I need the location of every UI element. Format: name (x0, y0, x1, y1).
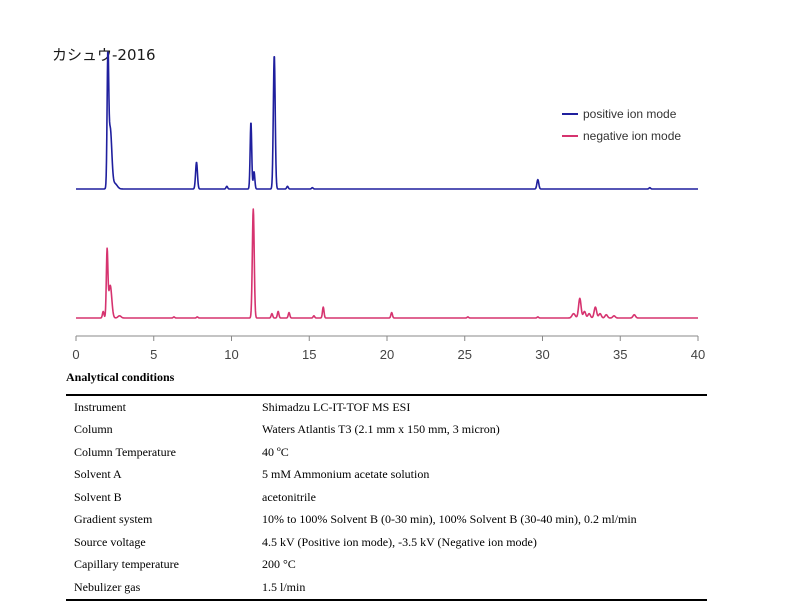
condition-parameter: Instrument (74, 399, 126, 414)
table-row: Source voltage 4.5 kV (Positive ion mode)… (66, 531, 707, 554)
x-axis-ticks: 0 5 10 15 20 25 30 35 40 (72, 336, 705, 362)
condition-value: 200 °C (262, 557, 296, 572)
condition-parameter: Solvent B (74, 489, 122, 504)
condition-parameter: Source voltage (74, 534, 146, 549)
chromatogram-chart: カシュウ-2016 positive ion mode negative ion… (52, 46, 705, 362)
legend-label-positive: positive ion mode (583, 107, 677, 121)
condition-parameter: Capillary temperature (74, 557, 179, 572)
legend: positive ion mode negative ion mode (562, 107, 681, 143)
negative-ion-trace (75, 208, 699, 319)
table-row: Solvent B acetonitrile (66, 486, 707, 509)
condition-parameter: Column (74, 422, 113, 437)
condition-value: 10% to 100% Solvent B (0-30 min), 100% S… (262, 512, 637, 527)
x-tick-label: 25 (458, 347, 472, 362)
condition-value: 4.5 kV (Positive ion mode), -3.5 kV (Neg… (262, 534, 537, 549)
condition-parameter: Column Temperature (74, 444, 176, 459)
conditions-table: Instrument Shimadzu LC-IT-TOF MS ESI Colum… (66, 394, 707, 601)
x-tick-label: 0 (72, 347, 79, 362)
table-row: Column Waters Atlantis T3 (2.1 mm x 150 m… (66, 419, 707, 442)
x-tick-label: 35 (613, 347, 627, 362)
x-tick-label: 40 (691, 347, 705, 362)
condition-value: acetonitrile (262, 489, 316, 504)
x-tick-label: 5 (150, 347, 157, 362)
condition-value: Waters Atlantis T3 (2.1 mm x 150 mm, 3 m… (262, 422, 500, 437)
table-row: Gradient system 10% to 100% Solvent B (0-… (66, 509, 707, 532)
condition-parameter: Gradient system (74, 512, 153, 527)
condition-parameter: Nebulizer gas (74, 579, 141, 594)
x-tick-label: 15 (302, 347, 316, 362)
x-tick-label: 10 (224, 347, 238, 362)
x-tick-label: 30 (535, 347, 549, 362)
table-row: Solvent A 5 mM Ammonium acetate solution (66, 464, 707, 487)
condition-parameter: Solvent A (74, 467, 122, 482)
x-tick-label: 20 (380, 347, 394, 362)
positive-ion-trace (75, 51, 699, 190)
table-row: Instrument Shimadzu LC-IT-TOF MS ESI (66, 395, 707, 419)
legend-label-negative: negative ion mode (583, 129, 681, 143)
condition-value: 1.5 l/min (262, 579, 306, 594)
conditions-heading: Analytical conditions (66, 370, 175, 384)
condition-value: Shimadzu LC-IT-TOF MS ESI (262, 399, 411, 414)
table-row: Capillary temperature 200 °C (66, 554, 707, 577)
table-row: Nebulizer gas 1.5 l/min (66, 576, 707, 600)
chart-title: カシュウ-2016 (52, 46, 156, 64)
table-row: Column Temperature 40 ºC (66, 441, 707, 464)
condition-value: 5 mM Ammonium acetate solution (262, 467, 430, 482)
condition-value: 40 ºC (262, 444, 289, 459)
